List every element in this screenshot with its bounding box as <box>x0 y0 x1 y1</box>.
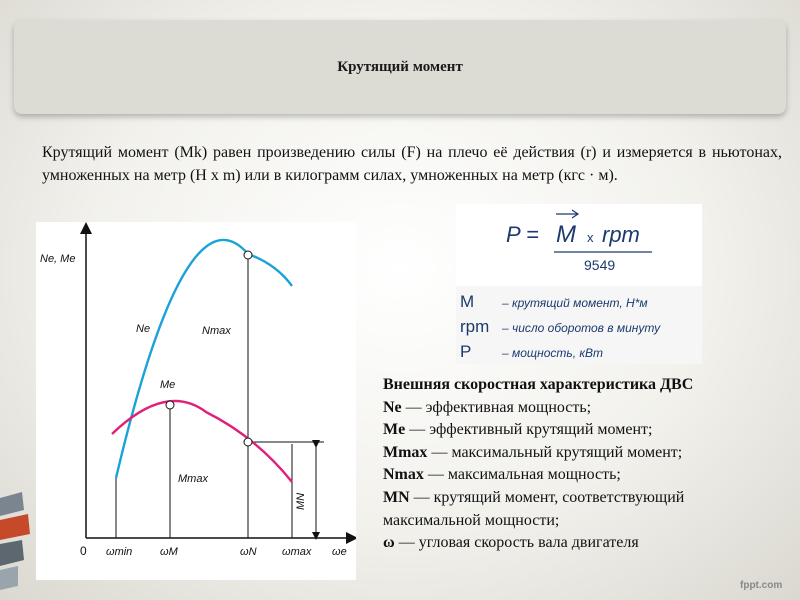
mmax-label: Mmax <box>178 473 208 485</box>
legend-desc: — эффективный крутящий момент; <box>409 421 653 439</box>
legend-term: Ne <box>383 398 402 416</box>
mmax-point <box>165 400 175 410</box>
mn-point <box>243 437 253 447</box>
ne-label: Ne <box>136 323 150 335</box>
def-description: – мощность, кВт <box>501 346 603 360</box>
x-tick-label: ωmin <box>106 546 132 558</box>
legend-term: MN <box>383 488 410 506</box>
definitions-panel <box>456 286 702 364</box>
def-symbol: M <box>460 292 474 311</box>
formula-rpm: rpm <box>602 222 640 247</box>
legend-item: Mmax — максимальный крутящий момент; <box>383 442 783 465</box>
formula-lhs: P = <box>506 222 539 247</box>
formula-var-m: M <box>556 221 576 248</box>
legend-term: ω <box>383 534 395 552</box>
def-symbol: rpm <box>460 317 489 336</box>
legend-block: Внешняя скоростная характеристика ДВС Ne… <box>383 374 783 555</box>
power-curve-ne <box>114 238 293 479</box>
nmax-label: Nmax <box>202 325 231 337</box>
legend-desc: — эффективная мощность; <box>405 398 592 416</box>
legend-desc: — максимальный крутящий момент; <box>431 443 683 461</box>
footer-logo: fppt.com <box>740 580 783 591</box>
formula-box: P = M x rpm 9549 M – крутящий момент, Н*… <box>456 204 702 364</box>
legend-desc: — крутящий момент, соответствующий макси… <box>383 488 685 529</box>
nmax-point <box>243 250 253 260</box>
title-bar: Крутящий момент <box>14 20 786 114</box>
def-description: – крутящий момент, Н*м <box>501 296 648 310</box>
side-decoration <box>0 492 30 590</box>
legend-term: Nmax <box>383 466 424 484</box>
x-tick-label: ωM <box>160 546 179 558</box>
legend-term: Mmax <box>383 443 428 461</box>
formula-denominator: 9549 <box>584 257 615 273</box>
me-label: Me <box>160 379 175 391</box>
legend-item: ω — угловая скорость вала двигателя <box>383 532 783 555</box>
x-tick-label: ωN <box>240 546 257 558</box>
torque-curve-me <box>111 399 293 483</box>
legend-desc: — угловая скорость вала двигателя <box>398 534 639 552</box>
vector-arrow-icon <box>556 209 580 219</box>
mn-label: MN <box>295 493 307 510</box>
origin-label: 0 <box>80 544 87 558</box>
def-symbol: P <box>460 342 471 361</box>
speed-characteristic-graph: Ne, Me 0 Ne Nmax Me Mmax MN ωmin ωM ωN ω… <box>36 222 356 580</box>
y-axis-label: Ne, Me <box>40 253 75 265</box>
legend-desc: — максимальная мощность; <box>427 466 621 484</box>
legend-item: MN — крутящий момент, соответствующий ма… <box>383 487 783 532</box>
legend-item: Me — эффективный крутящий момент; <box>383 419 783 442</box>
legend-item: Nmax — максимальная мощность; <box>383 464 783 487</box>
def-description: – число оборотов в минуту <box>501 321 661 335</box>
intro-paragraph: Крутящий момент (Mk) равен произведению … <box>42 144 782 184</box>
legend-term: Me <box>383 421 406 439</box>
x-tick-label: ωe <box>332 546 347 558</box>
legend-item: Ne — эффективная мощность; <box>383 397 783 420</box>
legend-heading: Внешняя скоростная характеристика ДВС <box>383 376 694 393</box>
formula-times: x <box>587 230 594 245</box>
x-tick-label: ωmax <box>282 546 312 558</box>
page-title: Крутящий момент <box>337 58 463 75</box>
